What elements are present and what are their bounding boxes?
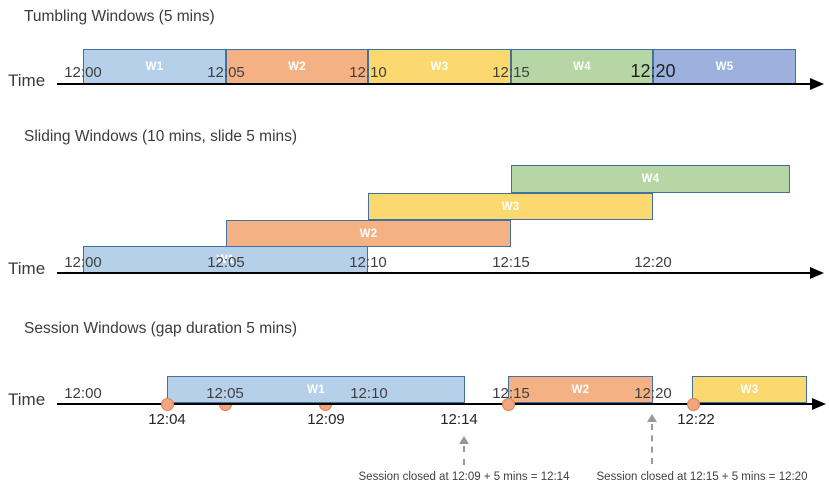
window-label: W5	[715, 60, 734, 73]
tumbling-title: Tumbling Windows (5 mins)	[24, 8, 215, 25]
event-label-1204: 12:04	[148, 411, 186, 428]
sliding-window-w3: W3	[368, 193, 653, 220]
tumbling-window-w1: W1	[83, 49, 226, 84]
session-tick-1200: 12:00	[64, 385, 102, 402]
event-dot-1215	[502, 398, 515, 411]
sliding-window-w1: W1	[83, 246, 368, 273]
session-window-w3: W3	[692, 376, 807, 403]
window-label: W4	[573, 60, 591, 73]
sliding-time-axis-label: Time	[8, 259, 46, 278]
event-dot-1204	[161, 398, 174, 411]
window-label: W4	[641, 173, 660, 185]
tumbling-window-w5: W5	[653, 49, 796, 84]
tumbling-tick-1220: 12:20	[630, 61, 676, 81]
session-tick-1215: 12:15	[492, 385, 530, 402]
tumbling-tick-1200: 12:00	[64, 64, 102, 81]
tumbling-axis-arrow-icon	[810, 78, 824, 90]
tumbling-tick-1210: 12:10	[349, 64, 387, 81]
sliding-window-w4: W4	[511, 165, 790, 193]
sliding-axis-arrow-icon	[810, 267, 824, 279]
session-tick-1220: 12:20	[634, 385, 672, 402]
sliding-tick-1220: 12:20	[634, 254, 672, 271]
window-label: W2	[288, 60, 306, 73]
window-label: W2	[571, 383, 590, 396]
tumbling-time-axis-label: Time	[8, 71, 46, 90]
sliding-tick-1215: 12:15	[492, 254, 530, 271]
window-label: W1	[307, 383, 325, 396]
window-label: W3	[501, 200, 520, 213]
event-label-1209: 12:09	[307, 411, 345, 428]
annotation-arrow-line	[651, 424, 653, 464]
session-tick-1210: 12:10	[350, 385, 388, 402]
sliding-tick-1205: 12:05	[207, 254, 245, 271]
session-axis	[57, 403, 812, 405]
session-tick-1205: 12:05	[206, 385, 244, 402]
session-window-w2: W2	[508, 376, 653, 403]
annotation-arrow-line	[463, 446, 465, 465]
sliding-window-w2: W2	[226, 220, 511, 247]
window-label: W2	[359, 227, 378, 240]
tumbling-tick-1205: 12:05	[207, 64, 245, 81]
annotation-arrow-icon	[459, 436, 469, 444]
session-note-1: Session closed at 12:09 + 5 mins = 12:14	[358, 471, 570, 483]
session-axis-arrow-icon	[812, 398, 826, 410]
window-label: W3	[430, 60, 449, 73]
session-window-w1: W1	[167, 376, 465, 403]
sliding-tick-1210: 12:10	[349, 254, 387, 271]
tumbling-tick-1215: 12:15	[492, 64, 530, 81]
event-dot-1222	[687, 398, 700, 411]
annotation-arrow-icon	[647, 414, 657, 422]
tumbling-axis	[57, 83, 811, 85]
session-note-2: Session closed at 12:15 + 5 mins = 12:20	[596, 471, 808, 483]
event-label-1222: 12:22	[677, 411, 715, 428]
session-title: Session Windows (gap duration 5 mins)	[24, 320, 298, 337]
event-label-1214: 12:14	[440, 411, 478, 428]
window-label: W1	[216, 253, 235, 266]
sliding-tick-1200: 12:00	[64, 254, 102, 271]
sliding-title: Sliding Windows (10 mins, slide 5 mins)	[24, 128, 298, 145]
sliding-axis	[57, 272, 811, 274]
tumbling-window-w3: W3	[368, 49, 511, 84]
window-label: W1	[145, 60, 164, 73]
window-label: W3	[740, 383, 759, 396]
session-time-axis-label: Time	[8, 390, 46, 409]
